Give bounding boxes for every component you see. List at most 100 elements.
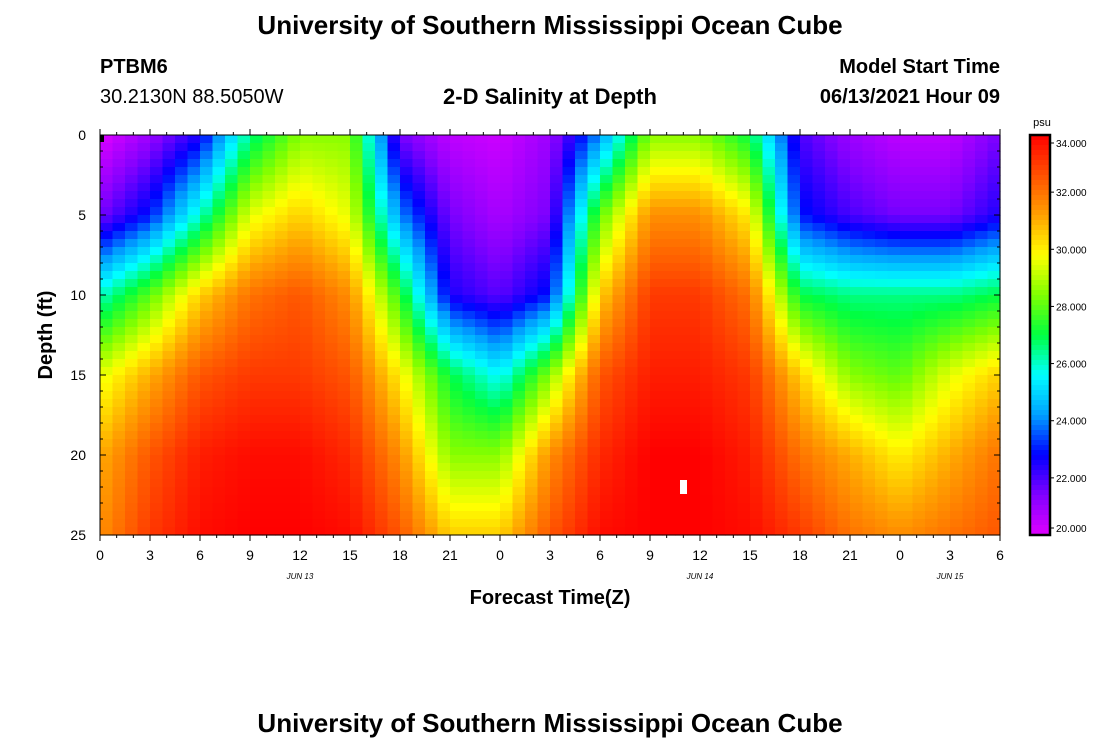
heatmap-cell	[437, 487, 451, 496]
heatmap-cell	[387, 279, 401, 288]
heatmap-cell	[112, 359, 126, 368]
heatmap-cell	[175, 463, 189, 472]
heatmap-cell	[600, 415, 614, 424]
heatmap-cell	[912, 223, 926, 232]
heatmap-cell	[337, 231, 351, 240]
heatmap-cell	[125, 359, 139, 368]
heatmap-cell	[200, 295, 214, 304]
heatmap-cell	[250, 167, 264, 176]
heatmap-cell	[437, 183, 451, 192]
heatmap-cell	[175, 303, 189, 312]
heatmap-cell	[912, 167, 926, 176]
heatmap-cell	[675, 463, 689, 472]
heatmap-cell	[637, 367, 651, 376]
heatmap-cell	[437, 359, 451, 368]
heatmap-cell	[587, 327, 601, 336]
heatmap-cell	[300, 407, 314, 416]
heatmap-cell	[637, 159, 651, 168]
heatmap-cell	[700, 471, 714, 480]
heatmap-cell	[912, 479, 926, 488]
heatmap-cell	[862, 231, 876, 240]
heatmap-cell	[962, 231, 976, 240]
origin-marker	[100, 135, 104, 142]
heatmap-cell	[887, 303, 901, 312]
page-title: University of Southern Mississippi Ocean…	[257, 10, 843, 40]
heatmap-cell	[987, 527, 1001, 536]
heatmap-cell	[625, 439, 639, 448]
heatmap-cell	[775, 487, 789, 496]
heatmap-cell	[612, 239, 626, 248]
heatmap-cell	[225, 247, 239, 256]
heatmap-cell	[537, 287, 551, 296]
heatmap-cell	[587, 495, 601, 504]
missing-data-marker	[680, 480, 687, 494]
heatmap-cell	[900, 207, 914, 216]
heatmap-cell	[150, 375, 164, 384]
heatmap-cell	[912, 407, 926, 416]
heatmap-cell	[725, 519, 739, 528]
heatmap-cell	[725, 263, 739, 272]
heatmap-cell	[475, 527, 489, 536]
heatmap-cell	[275, 399, 289, 408]
heatmap-cell	[587, 527, 601, 536]
heatmap-cell	[625, 447, 639, 456]
heatmap-cell	[562, 511, 576, 520]
heatmap-cell	[637, 295, 651, 304]
heatmap-cell	[387, 215, 401, 224]
heatmap-cell	[275, 247, 289, 256]
heatmap-cell	[337, 343, 351, 352]
heatmap-cell	[162, 335, 176, 344]
heatmap-cell	[850, 263, 864, 272]
heatmap-cell	[425, 247, 439, 256]
heatmap-cell	[537, 487, 551, 496]
heatmap-cell	[600, 319, 614, 328]
heatmap-cell	[625, 287, 639, 296]
heatmap-cell	[662, 183, 676, 192]
heatmap-cell	[750, 191, 764, 200]
heatmap-cell	[612, 423, 626, 432]
heatmap-cell	[112, 279, 126, 288]
heatmap-cell	[425, 503, 439, 512]
colorbar-segment	[1030, 200, 1050, 206]
heatmap-cell	[337, 527, 351, 536]
heatmap-cell	[637, 447, 651, 456]
heatmap-cell	[287, 239, 301, 248]
heatmap-cell	[837, 399, 851, 408]
heatmap-cell	[475, 335, 489, 344]
heatmap-cell	[212, 503, 226, 512]
heatmap-cell	[525, 351, 539, 360]
heatmap-cell	[900, 159, 914, 168]
heatmap-cell	[550, 439, 564, 448]
heatmap-cell	[825, 471, 839, 480]
colorbar-segment	[1030, 340, 1050, 346]
heatmap-cell	[162, 263, 176, 272]
heatmap-cell	[400, 407, 414, 416]
heatmap-cell	[712, 327, 726, 336]
heatmap-cell	[650, 215, 664, 224]
heatmap-cell	[587, 423, 601, 432]
heatmap-cell	[412, 159, 426, 168]
heatmap-cell	[225, 287, 239, 296]
heatmap-cell	[400, 471, 414, 480]
heatmap-cell	[462, 335, 476, 344]
heatmap-cell	[500, 439, 514, 448]
heatmap-cell	[687, 431, 701, 440]
heatmap-cell	[125, 391, 139, 400]
heatmap-cell	[275, 327, 289, 336]
heatmap-cell	[150, 143, 164, 152]
heatmap-cell	[225, 455, 239, 464]
heatmap-cell	[225, 415, 239, 424]
heatmap-cell	[725, 367, 739, 376]
heatmap-cell	[912, 447, 926, 456]
heatmap-cell	[225, 135, 239, 144]
heatmap-cell	[450, 263, 464, 272]
heatmap-cell	[325, 375, 339, 384]
heatmap-cell	[150, 215, 164, 224]
heatmap-cell	[750, 223, 764, 232]
heatmap-cell	[162, 527, 176, 536]
heatmap-cell	[662, 503, 676, 512]
heatmap-cell	[300, 319, 314, 328]
heatmap-cell	[400, 255, 414, 264]
heatmap-cell	[362, 351, 376, 360]
heatmap-cell	[800, 223, 814, 232]
